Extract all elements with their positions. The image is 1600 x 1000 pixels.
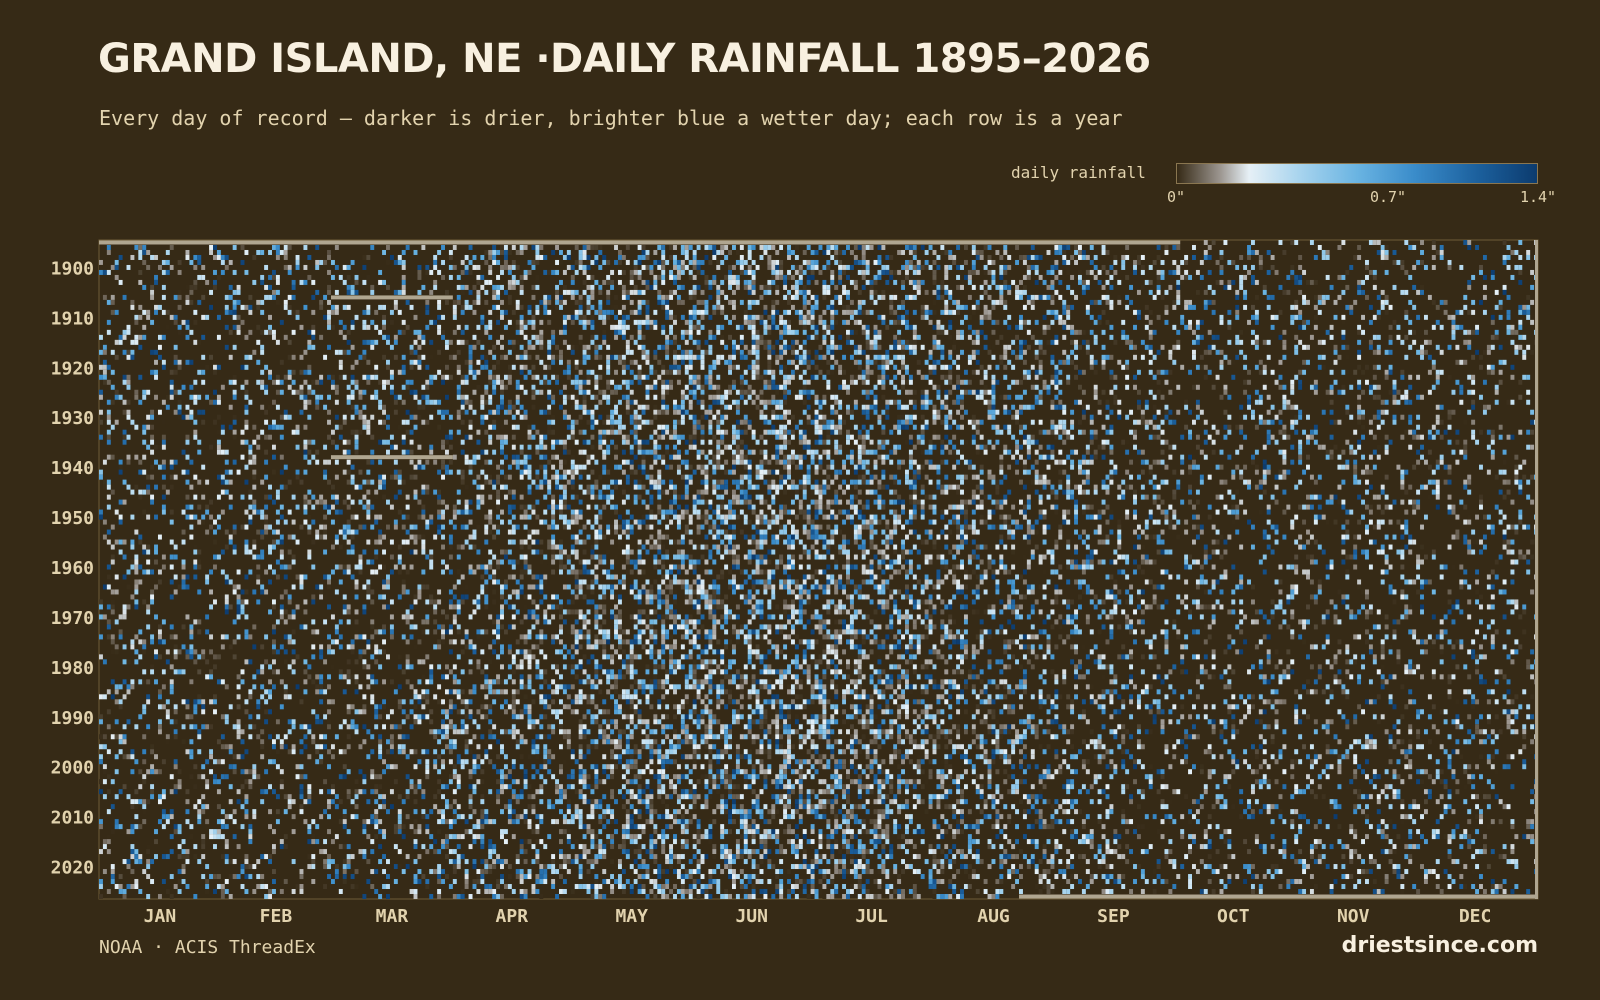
missing-record-band-2 [330,295,453,300]
month-tick-label: DEC [1459,906,1492,927]
heatmap-cells [99,240,1538,899]
year-tick-label: 1910 [51,308,94,329]
page-subtitle: Every day of record — darker is drier, b… [99,106,1123,130]
month-tick-label: OCT [1217,906,1250,927]
source-credit: NOAA · ACIS ThreadEx [99,937,316,958]
year-tick-label: 1950 [51,508,94,529]
legend-colorbar [1176,163,1538,184]
year-tick-label: 1970 [51,608,94,629]
legend-label: daily rainfall [1011,163,1146,182]
site-brand: driestsince.com [1341,933,1538,958]
legend-tick-max: 1.4" [1519,188,1557,206]
missing-record-band-4 [1019,894,1538,899]
missing-record-band-3 [330,455,453,460]
month-tick-label: APR [496,906,529,927]
page-title: GRAND ISLAND, NE ·DAILY RAINFALL 1895–20… [98,36,1151,82]
month-tick-label: AUG [977,906,1010,927]
month-tick-label: MAR [376,906,409,927]
year-tick-label: 1900 [51,259,94,280]
year-tick-label: 1920 [51,358,94,379]
year-tick-label: 1990 [51,708,94,729]
month-tick-label: MAY [615,906,648,927]
legend-tick-min: 0" [1166,188,1186,206]
month-tick-label: JUN [735,906,768,927]
year-tick-label: 1960 [51,558,94,579]
year-tick-label: 1940 [51,458,94,479]
year-tick-label: 2010 [51,808,94,829]
month-tick-label: FEB [260,906,293,927]
month-tick-label: JUL [855,906,888,927]
year-tick-label: 2000 [51,758,94,779]
month-tick-label: SEP [1097,906,1130,927]
year-tick-label: 2020 [51,858,94,879]
legend-tick-mid: 0.7" [1369,188,1407,206]
year-tick-label: 1930 [51,408,94,429]
edge-band [1535,240,1538,899]
year-tick-label: 1980 [51,658,94,679]
missing-record-band-1 [99,240,1181,245]
month-tick-label: JAN [144,906,177,927]
month-tick-label: NOV [1337,906,1370,927]
